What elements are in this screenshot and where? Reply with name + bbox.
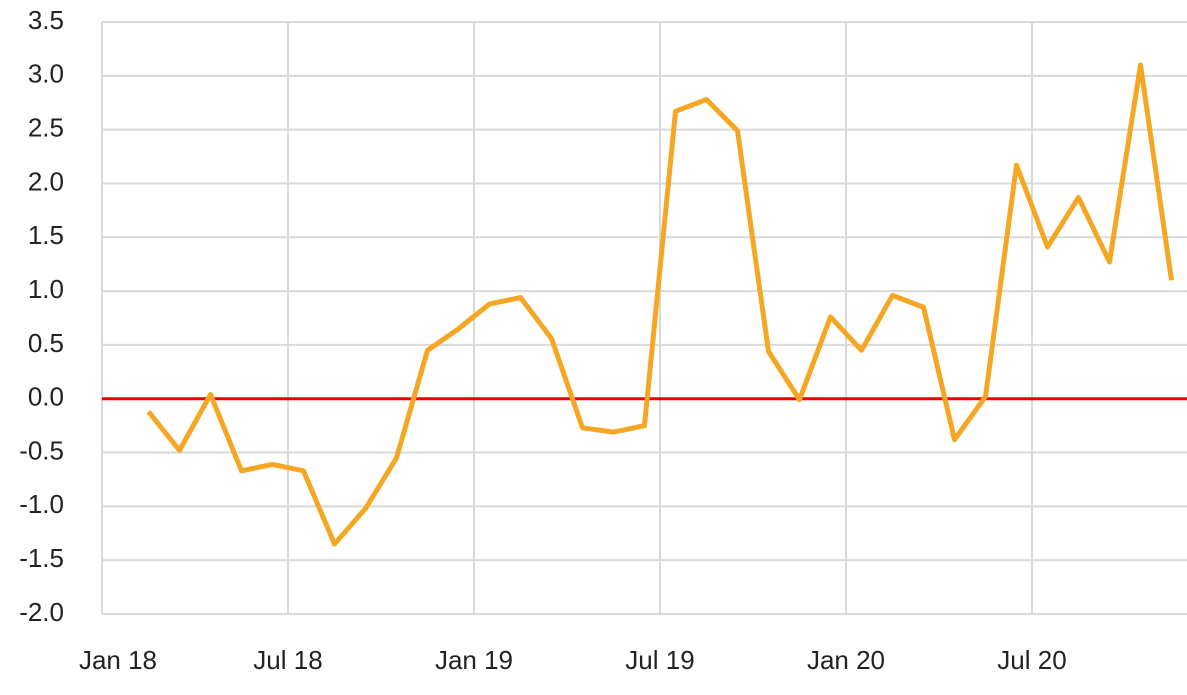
- x-tick-label: Jan 18: [79, 645, 157, 675]
- x-tick-label: Jul 19: [625, 645, 694, 675]
- x-tick-label: Jul 18: [253, 645, 322, 675]
- y-tick-label: 3.5: [28, 5, 64, 35]
- y-tick-label: 1.0: [28, 274, 64, 304]
- x-tick-label: Jan 19: [435, 645, 513, 675]
- y-tick-label: 2.0: [28, 166, 64, 196]
- y-tick-label: 2.5: [28, 113, 64, 143]
- y-tick-label: 3.0: [28, 59, 64, 89]
- y-tick-label: -1.5: [19, 543, 64, 573]
- y-tick-label: -0.5: [19, 435, 64, 465]
- x-tick-label: Jul 20: [997, 645, 1066, 675]
- data-line: [146, 62, 1174, 547]
- y-tick-label: -1.0: [19, 489, 64, 519]
- y-tick-label: 0.5: [28, 328, 64, 358]
- y-tick-label: -2.0: [19, 597, 64, 627]
- y-tick-label: 0.0: [28, 382, 64, 412]
- x-tick-label: Jan 20: [807, 645, 885, 675]
- y-tick-label: 1.5: [28, 220, 64, 250]
